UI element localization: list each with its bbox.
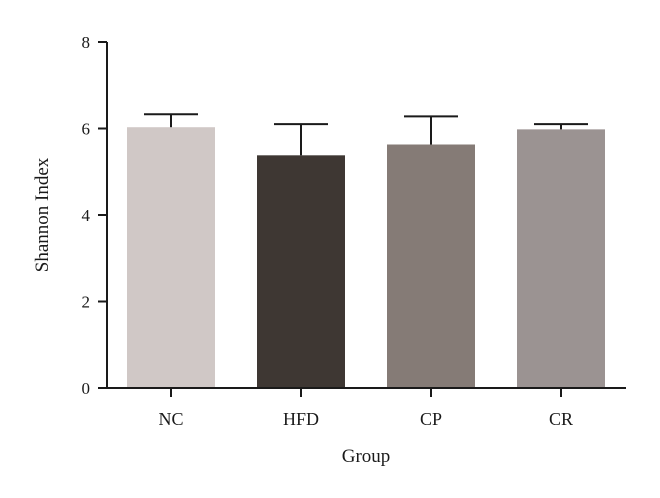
bars-layer [127, 127, 605, 389]
x-tick-label-nc: NC [158, 409, 183, 429]
y-tick-label-2: 2 [82, 293, 91, 312]
y-tick-label-8: 8 [82, 33, 91, 52]
x-axis-title: Group [342, 446, 391, 467]
bar-hfd [257, 155, 345, 388]
y-tick-label-6: 6 [82, 120, 91, 139]
x-ticks-layer: NC HFD CP CR [158, 388, 573, 429]
x-tick-label-cp: CP [420, 409, 442, 429]
bar-cr [517, 129, 605, 389]
bar-cp [387, 144, 475, 388]
y-tick-label-0: 0 [82, 379, 91, 398]
x-tick-label-cr: CR [549, 409, 573, 429]
error-bars-layer [144, 113, 588, 156]
y-tick-label-4: 4 [82, 206, 91, 225]
x-tick-label-hfd: HFD [283, 409, 319, 429]
bar-nc [127, 127, 215, 388]
y-ticks-layer: 0 2 4 6 8 [82, 33, 107, 398]
y-axis-title: Shannon Index [32, 157, 53, 272]
